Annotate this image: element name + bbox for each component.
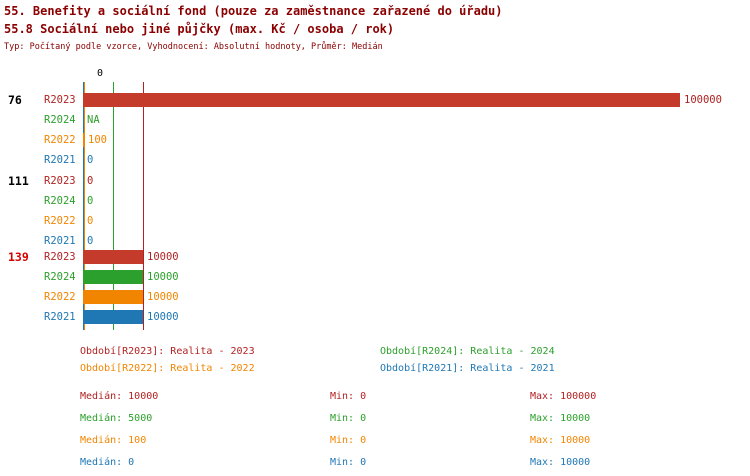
series-label: R2022 (44, 134, 76, 146)
bar-row-111-R2024: R2024 0 (0, 191, 750, 211)
bar-139-R2024 (83, 270, 143, 284)
group-139: 139 R2023 10000 R2024 10000 R2022 10000 R2021 10… (0, 247, 750, 327)
bar-row-76-R2023: R2023 100000 (0, 90, 750, 110)
value-label: 100000 (684, 94, 722, 106)
value-label: NA (87, 114, 100, 126)
group-76: 76 R2023 100000 R2024 NA R2022 100 R2021 0 (0, 90, 750, 170)
value-label: 0 (87, 195, 94, 207)
value-label: 0 (87, 154, 94, 166)
stat-max-R2024: Max: 10000 (530, 413, 591, 424)
bar-row-139-R2024: R2024 10000 (0, 267, 750, 287)
stat-min-R2023: Min: 0 (330, 391, 367, 402)
bar-row-139-R2021: R2021 10000 (0, 307, 750, 327)
value-label: 10000 (147, 311, 179, 323)
x-axis-zero-tick: 0 (97, 68, 104, 79)
value-label: 0 (87, 215, 94, 227)
chart-legend: Období[R2023]: Realita - 2023 Období[R202… (0, 346, 750, 380)
group-label-111: 111 (8, 174, 29, 188)
group-label-139: 139 (8, 250, 29, 264)
series-label: R2021 (44, 154, 76, 166)
series-label: R2024 (44, 114, 76, 126)
median-line-R2022 (84, 82, 85, 330)
bar-76-R2022 (83, 133, 84, 147)
stat-max-R2022: Max: 10000 (530, 435, 591, 446)
bar-row-76-R2021: R2021 0 (0, 150, 750, 170)
bar-row-139-R2022: R2022 10000 (0, 287, 750, 307)
stat-max-R2023: Max: 100000 (530, 391, 597, 402)
median-line-R2023 (143, 82, 144, 330)
group-label-76: 76 (8, 93, 22, 107)
bar-139-R2021 (83, 310, 143, 324)
page-title: 55. Benefity a sociální fond (pouze za z… (4, 4, 503, 18)
value-label: 10000 (147, 291, 179, 303)
median-line-R2021 (83, 82, 84, 330)
meta-line: Typ: Počítaný podle vzorce, Vyhodnocení:… (4, 42, 383, 52)
bar-139-R2023 (83, 250, 143, 264)
bar-row-111-R2021: R2021 0 (0, 231, 750, 251)
stats-block: Medián: 10000 Min: 0 Max: 100000 Medián: 50… (0, 391, 750, 473)
page-subtitle: 55.8 Sociální nebo jiné půjčky (max. Kč … (4, 22, 395, 36)
stat-median-R2021: Medián: 0 (80, 457, 135, 468)
bar-row-111-R2022: R2022 0 (0, 211, 750, 231)
value-label: 0 (87, 235, 94, 247)
series-label: R2023 (44, 251, 76, 263)
median-line-R2024 (113, 82, 114, 330)
series-label: R2022 (44, 291, 76, 303)
legend-item-R2023: Období[R2023]: Realita - 2023 (80, 346, 255, 357)
chart-area: 0 76 R2023 100000 R2024 NA R2022 100 R2021 0 111 R… (0, 68, 750, 334)
bar-76-R2023 (83, 93, 680, 107)
group-111: 111 R2023 0 R2024 0 R2022 0 R2021 0 (0, 171, 750, 251)
series-label: R2024 (44, 195, 76, 207)
value-label: 0 (87, 175, 94, 187)
series-label: R2021 (44, 235, 76, 247)
stat-min-R2021: Min: 0 (330, 457, 367, 468)
stat-median-R2023: Medián: 10000 (80, 391, 159, 402)
stat-min-R2022: Min: 0 (330, 435, 367, 446)
legend-item-R2021: Období[R2021]: Realita - 2021 (380, 363, 555, 374)
value-label: 100 (88, 134, 107, 146)
bar-row-76-R2024: R2024 NA (0, 110, 750, 130)
series-label: R2023 (44, 94, 76, 106)
stat-median-R2024: Medián: 5000 (80, 413, 153, 424)
legend-item-R2024: Období[R2024]: Realita - 2024 (380, 346, 555, 357)
bar-row-111-R2023: R2023 0 (0, 171, 750, 191)
bar-139-R2022 (83, 290, 143, 304)
series-label: R2022 (44, 215, 76, 227)
bar-row-139-R2023: R2023 10000 (0, 247, 750, 267)
series-label: R2023 (44, 175, 76, 187)
value-label: 10000 (147, 251, 179, 263)
stat-min-R2024: Min: 0 (330, 413, 367, 424)
series-label: R2021 (44, 311, 76, 323)
value-label: 10000 (147, 271, 179, 283)
stat-median-R2022: Medián: 100 (80, 435, 147, 446)
series-label: R2024 (44, 271, 76, 283)
bar-row-76-R2022: R2022 100 (0, 130, 750, 150)
legend-item-R2022: Období[R2022]: Realita - 2022 (80, 363, 255, 374)
stat-max-R2021: Max: 10000 (530, 457, 591, 468)
